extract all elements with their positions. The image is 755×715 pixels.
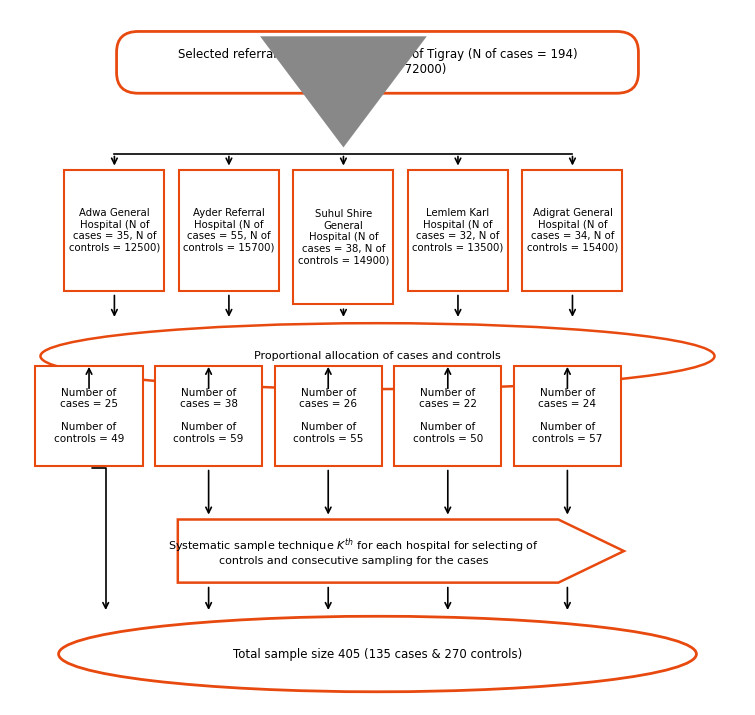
Ellipse shape (41, 323, 714, 389)
Bar (513, 366, 621, 465)
Bar (64, 170, 165, 290)
Text: Suhul Shire
General
Hospital (N of
cases = 38, N of
controls = 14900): Suhul Shire General Hospital (N of cases… (297, 209, 389, 265)
Bar (35, 366, 143, 465)
Bar (394, 366, 501, 465)
Text: Number of
cases = 25

Number of
controls = 49: Number of cases = 25 Number of controls … (54, 388, 125, 444)
Text: Number of
cases = 38

Number of
controls = 59: Number of cases = 38 Number of controls … (174, 388, 244, 444)
Polygon shape (178, 520, 624, 583)
Bar (408, 170, 508, 290)
Text: Adigrat General
Hospital (N of
cases = 34, N of
controls = 15400): Adigrat General Hospital (N of cases = 3… (527, 208, 618, 253)
Bar (294, 170, 393, 305)
Text: Number of
cases = 26

Number of
controls = 55: Number of cases = 26 Number of controls … (293, 388, 363, 444)
Text: Systematic sample technique $K^{th}$ for each hospital for selecting of
controls: Systematic sample technique $K^{th}$ for… (168, 536, 539, 566)
Text: Lemlem Karl
Hospital (N of
cases = 32, N of
controls = 13500): Lemlem Karl Hospital (N of cases = 32, N… (412, 208, 504, 253)
Text: Adwa General
Hospital (N of
cases = 35, N of
controls = 12500): Adwa General Hospital (N of cases = 35, … (69, 208, 160, 253)
Ellipse shape (59, 616, 696, 692)
Bar (155, 366, 262, 465)
Bar (522, 170, 622, 290)
Bar (275, 366, 382, 465)
Bar (179, 170, 279, 290)
Text: Total sample size 405 (135 cases & 270 controls): Total sample size 405 (135 cases & 270 c… (233, 648, 522, 661)
Text: Number of
cases = 22

Number of
controls = 50: Number of cases = 22 Number of controls … (413, 388, 483, 444)
Text: Proportional allocation of cases and controls: Proportional allocation of cases and con… (254, 351, 501, 361)
Text: Ayder Referral
Hospital (N of
cases = 55, N of
controls = 15700): Ayder Referral Hospital (N of cases = 55… (183, 208, 275, 253)
FancyBboxPatch shape (116, 31, 639, 93)
Text: Number of
cases = 24

Number of
controls = 57: Number of cases = 24 Number of controls … (532, 388, 602, 444)
Text: Selected referral and general hospitals of Tigray (N of cases = 194)
(N of contr: Selected referral and general hospitals … (177, 49, 578, 77)
